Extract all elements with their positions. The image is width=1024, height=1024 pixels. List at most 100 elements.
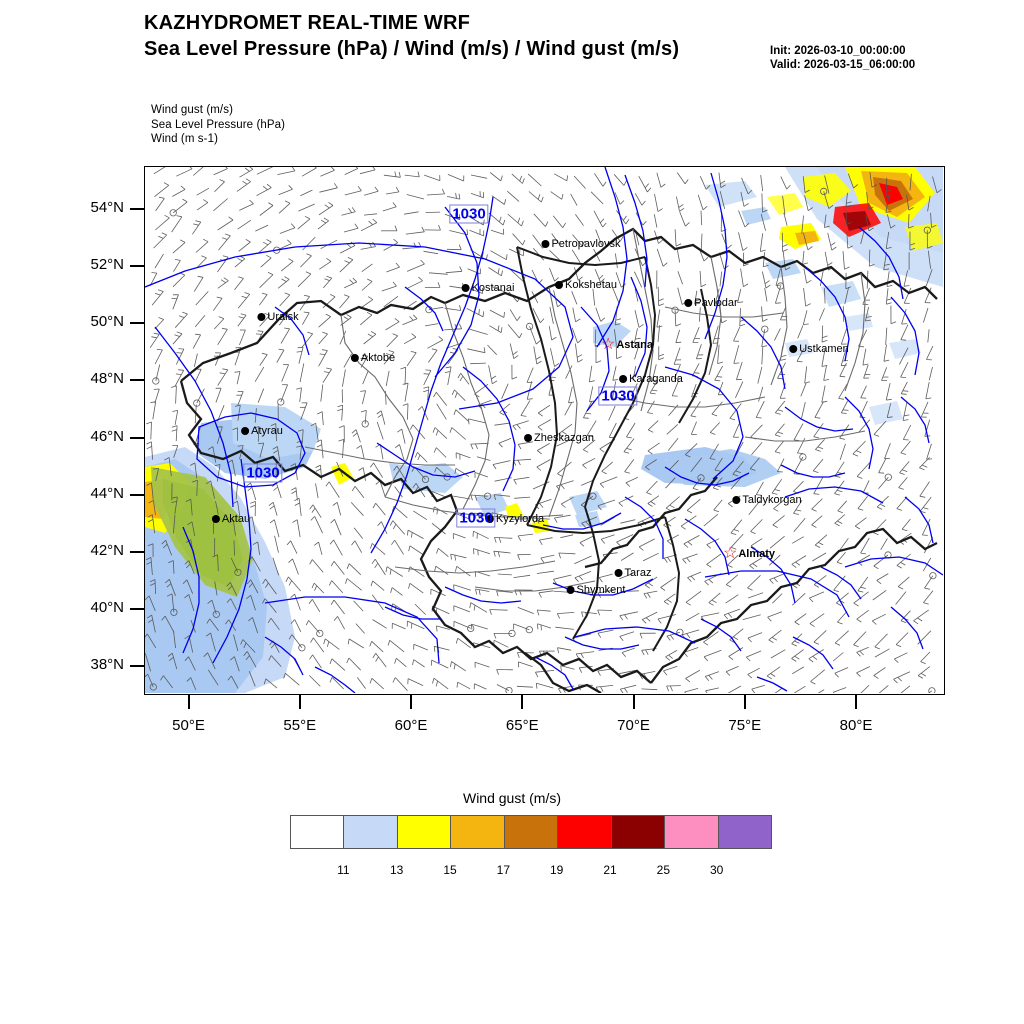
city-dot-icon: [211, 515, 220, 523]
admin-boundaries: [179, 227, 938, 693]
city-marker[interactable]: Aktobe: [350, 352, 396, 364]
windgust-shading-balkhash: [569, 449, 781, 515]
colorbar-tick-label: 11: [337, 863, 350, 877]
isobar-label: 1030: [243, 463, 283, 483]
city-label: Petropavlovsk: [551, 238, 621, 250]
city-marker[interactable]: Atyrau: [241, 425, 283, 437]
windgust-shading: [145, 403, 421, 693]
city-label: Shymkent: [576, 584, 626, 596]
city-marker[interactable]: Karaganda: [619, 373, 683, 385]
city-marker[interactable]: Kokshetau: [555, 279, 617, 291]
city-dot-icon: [350, 354, 359, 362]
colorbar-cell: [451, 816, 505, 848]
lon-tick: [743, 695, 746, 709]
city-label: Pavlodar: [694, 297, 738, 309]
city-label: Zheskazgan: [534, 432, 594, 444]
lat-label: 42°N: [90, 542, 124, 560]
colorbar-tick-label: 13: [389, 863, 404, 877]
city-marker[interactable]: Petropavlovsk: [541, 238, 621, 250]
city-dot-icon: [732, 496, 741, 504]
colorbar-cell: [291, 816, 345, 848]
capital-star-icon: ☆: [600, 336, 616, 353]
lon-tick: [855, 695, 857, 709]
city-marker[interactable]: Kyzylorda: [485, 513, 545, 525]
colorbar-cell: [558, 816, 612, 848]
city-dot-icon: [619, 375, 628, 383]
isobar-label: 1030: [598, 386, 638, 406]
colorbar-tick-label: 25: [656, 863, 671, 877]
colorbar-cell: [504, 816, 559, 848]
city-marker[interactable]: Ustkamen: [789, 343, 849, 355]
lon-label: 65°E: [505, 717, 539, 734]
field-legend: Wind gust (m/s) Sea Level Pressure (hPa)…: [151, 103, 285, 147]
lat-tick: [130, 322, 144, 325]
isobar-label: 1030: [456, 508, 496, 528]
lat-label: 46°N: [90, 427, 124, 445]
city-dot-icon: [541, 240, 550, 248]
lon-label: 50°E: [172, 717, 205, 734]
weather-map[interactable]: Petropavlovsk Kostanai Kokshetau Pavlodar Ur…: [144, 166, 945, 695]
city-dot-icon: [485, 515, 494, 523]
city-dot-icon: [257, 313, 266, 321]
colorbar-cell: [611, 816, 666, 848]
colorbar-tick-label: 30: [709, 863, 724, 877]
lat-tick: [130, 608, 144, 611]
city-marker[interactable]: Uralsk: [257, 311, 299, 323]
field-legend-wind: Wind (m s-1): [151, 133, 219, 145]
lon-tick: [521, 695, 524, 709]
city-marker[interactable]: Pavlodar: [684, 297, 738, 309]
lat-label: 50°N: [90, 313, 124, 331]
city-label: Astana: [616, 339, 654, 351]
page-subtitle: Sea Level Pressure (hPa) / Wind (m/s) / …: [144, 38, 680, 60]
city-marker[interactable]: ☆ Almaty: [723, 546, 776, 562]
city-label: Kostanai: [471, 282, 515, 294]
slp-isobars: [145, 167, 943, 664]
hydrography: [154, 172, 934, 693]
colorbar-tick-label: 19: [549, 863, 564, 877]
city-label: Taldykorgan: [742, 494, 802, 506]
lon-label: 60°E: [394, 717, 428, 734]
lon-tick: [298, 695, 301, 709]
city-dot-icon: [566, 586, 575, 594]
lon-label: 80°E: [839, 717, 873, 734]
city-marker[interactable]: Shymkent: [566, 584, 626, 596]
header-title-block: KAZHYDROMET REAL-TIME WRF Sea Level Pres…: [144, 10, 784, 62]
lat-tick: [130, 379, 144, 382]
lat-tick: [130, 551, 144, 554]
lat-label: 52°N: [90, 256, 124, 274]
field-legend-windgust: Wind gust (m/s): [151, 104, 234, 116]
lon-tick: [187, 695, 190, 709]
model-run-info: Init: 2026-03-10_00:00:00 Valid: 2026-03…: [770, 44, 915, 72]
city-marker[interactable]: ☆ Astana: [600, 336, 654, 353]
city-marker[interactable]: Zheskazgan: [524, 432, 594, 444]
page-title: KAZHYDROMET REAL-TIME WRF: [144, 12, 471, 34]
lat-label: 38°N: [90, 656, 124, 674]
city-label: Ustkamen: [799, 343, 849, 355]
lat-tick: [130, 265, 144, 268]
city-dot-icon: [461, 284, 470, 292]
lat-label: 40°N: [90, 599, 124, 617]
map-canvas: [145, 167, 943, 693]
lon-tick: [632, 695, 635, 709]
colorbar-tick-label: 17: [496, 863, 511, 877]
city-marker[interactable]: Taldykorgan: [732, 494, 802, 506]
lat-tick: [130, 493, 144, 496]
colorbar-cell: [665, 816, 719, 848]
lat-label: 48°N: [90, 370, 124, 388]
city-marker[interactable]: Taraz: [614, 567, 651, 579]
lat-tick: [130, 436, 144, 439]
city-label: Almaty: [738, 548, 776, 560]
colorbar[interactable]: [290, 815, 772, 849]
city-marker[interactable]: Aktau: [211, 513, 251, 525]
isobar-label: 1030: [449, 204, 489, 224]
city-label: Kyzylorda: [495, 513, 545, 525]
city-label: Uralsk: [267, 311, 299, 323]
lon-tick: [410, 695, 412, 709]
colorbar-tick-label: 15: [443, 863, 457, 877]
lat-tick: [130, 207, 144, 210]
lat-label: 44°N: [90, 484, 124, 502]
city-label: Aktau: [221, 513, 251, 525]
city-dot-icon: [555, 281, 564, 289]
city-marker[interactable]: Kostanai: [461, 282, 515, 294]
city-label: Aktobe: [360, 352, 396, 364]
